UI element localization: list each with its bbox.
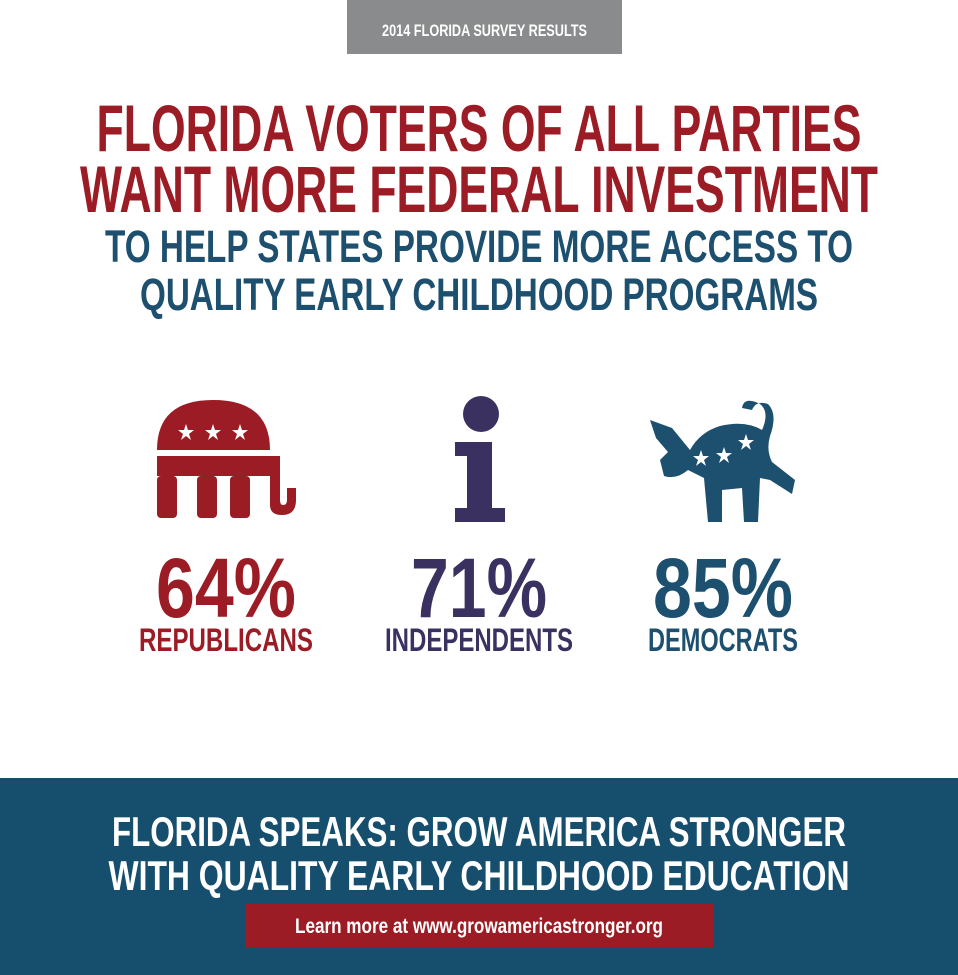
footer-line: FLORIDA SPEAKS: GROW AMERICA STRONGER bbox=[112, 808, 846, 855]
link-button[interactable] bbox=[245, 904, 713, 948]
title-line: WANT MORE FEDERAL INVESTMENT bbox=[80, 152, 878, 226]
stat-label: INDEPENDENTS bbox=[385, 622, 573, 658]
badge-bg bbox=[347, 0, 622, 54]
independent-icon bbox=[455, 396, 505, 522]
stat-value: 71% bbox=[411, 541, 547, 635]
title-line: FLORIDA VOTERS OF ALL PARTIES bbox=[97, 91, 862, 165]
link-text[interactable]: Learn more at www.growamericastronger.or… bbox=[295, 915, 663, 938]
stat-label: REPUBLICANS bbox=[139, 622, 313, 658]
donkey-icon bbox=[650, 400, 795, 522]
stats: 64%REPUBLICANS 71%INDEPENDENTS 85%DEMOCRAT… bbox=[139, 541, 798, 658]
elephant-icon bbox=[157, 400, 296, 518]
badge: 2014 FLORIDA SURVEY RESULTS bbox=[382, 21, 587, 40]
stat-label: DEMOCRATS bbox=[648, 622, 798, 658]
stat-value: 85% bbox=[653, 541, 793, 635]
stat-value: 64% bbox=[156, 541, 296, 635]
subtitle-line: QUALITY EARLY CHILDHOOD PROGRAMS bbox=[140, 269, 818, 320]
subtitle-line: TO HELP STATES PROVIDE MORE ACCESS TO bbox=[105, 221, 853, 272]
footer-line: WITH QUALITY EARLY CHILDHOOD EDUCATION bbox=[109, 852, 850, 899]
